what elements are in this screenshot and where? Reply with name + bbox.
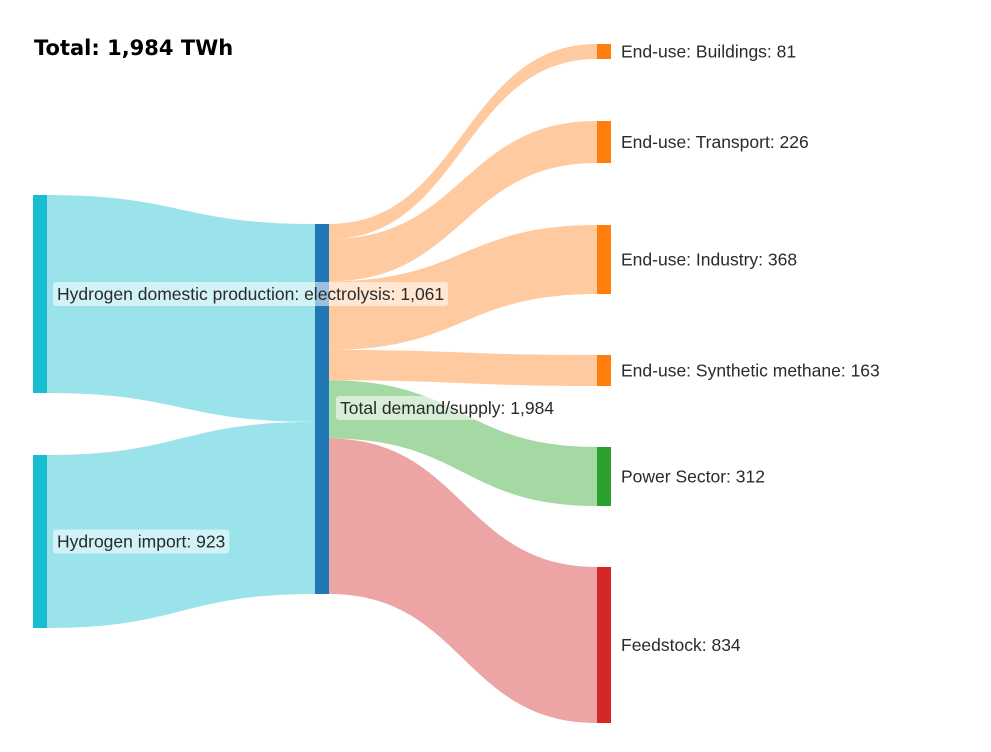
node-total[interactable] [315,224,329,594]
chart-title: Total: 1,984 TWh [34,36,233,60]
node-label-power: Power Sector: 312 [621,467,765,487]
node-transport[interactable] [597,121,611,163]
link-total-to-industry[interactable] [329,225,597,350]
node-label-bg-total [336,396,559,420]
node-label-text-total: Total demand/supply: 1,984 [340,398,554,418]
node-label-feedstock: Feedstock: 834 [621,635,741,655]
node-label-text-transport: End-use: Transport: 226 [621,132,809,152]
node-import[interactable] [33,455,47,628]
node-label-text-industry: End-use: Industry: 368 [621,250,797,270]
node-label-text-methane: End-use: Synthetic methane: 163 [621,361,880,381]
sankey-nodes [33,44,611,723]
link-import-to-total[interactable] [47,421,315,628]
node-label-text-import: Hydrogen import: 923 [57,532,225,552]
link-total-to-feedstock[interactable] [329,438,597,723]
link-electrolysis-to-total[interactable] [47,195,315,422]
node-electrolysis[interactable] [33,195,47,393]
node-label-text-power: Power Sector: 312 [621,467,765,487]
node-label-text-feedstock: Feedstock: 834 [621,635,741,655]
link-total-to-buildings[interactable] [329,44,597,240]
node-label-total: Total demand/supply: 1,984 [336,396,559,420]
node-label-methane: End-use: Synthetic methane: 163 [621,361,880,381]
node-label-electrolysis: Hydrogen domestic production: electrolys… [53,282,449,306]
sankey-links [47,44,597,723]
node-label-buildings: End-use: Buildings: 81 [621,42,796,62]
node-industry[interactable] [597,225,611,294]
node-label-text-buildings: End-use: Buildings: 81 [621,42,796,62]
node-feedstock[interactable] [597,567,611,723]
link-total-to-methane[interactable] [329,349,597,386]
node-label-transport: End-use: Transport: 226 [621,132,809,152]
node-label-text-electrolysis: Hydrogen domestic production: electrolys… [57,284,444,304]
node-label-bg-import [53,529,230,554]
node-methane[interactable] [597,355,611,386]
node-power[interactable] [597,447,611,506]
node-label-industry: End-use: Industry: 368 [621,250,797,270]
node-label-bg-electrolysis [53,282,449,306]
node-buildings[interactable] [597,44,611,59]
node-label-import: Hydrogen import: 923 [53,529,230,554]
sankey-labels: Hydrogen domestic production: electrolys… [53,42,880,655]
link-total-to-transport[interactable] [329,121,597,282]
